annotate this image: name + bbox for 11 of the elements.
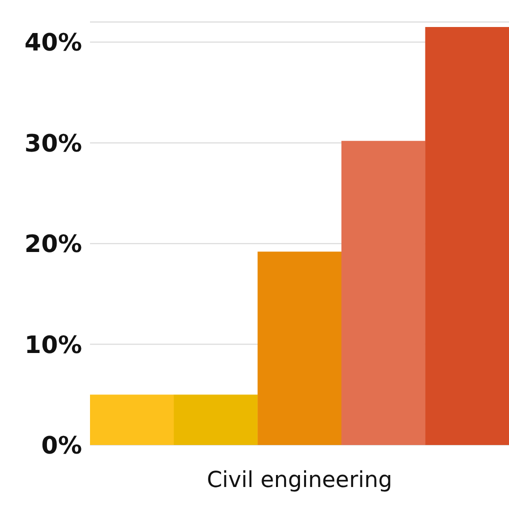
- bar: [425, 27, 509, 445]
- y-tick-label: 10%: [24, 330, 82, 359]
- y-tick-label: 40%: [24, 28, 82, 57]
- x-axis-title: Civil engineering: [206, 468, 392, 493]
- y-tick-label: 0%: [41, 432, 82, 460]
- bar: [174, 394, 258, 445]
- y-tick-label: 30%: [24, 129, 82, 158]
- y-tick-label: 20%: [24, 230, 82, 258]
- bar: [341, 140, 426, 445]
- bar: [258, 252, 342, 445]
- bar: [90, 394, 174, 445]
